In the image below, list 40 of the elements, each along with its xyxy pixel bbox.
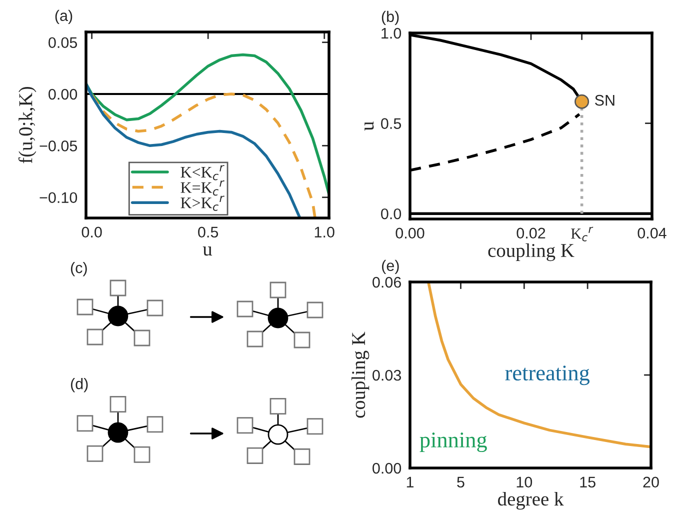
chart-title: (b) [382, 10, 399, 26]
legend-label: K<K$_{c}$$^{r}$ [180, 165, 224, 180]
annotation: SN [595, 94, 614, 106]
x-tick-label: 15 [580, 476, 596, 488]
x-tick-label: 1.0 [314, 226, 334, 238]
y-axis-title: f(u,0;k,K) [18, 86, 36, 164]
annotation: retreating [505, 366, 590, 386]
y-tick-label: 0.00 [48, 88, 78, 100]
y-tick-label: 0.06 [372, 276, 401, 288]
y-tick-label: 0.5 [381, 118, 402, 129]
x-tick-label: 0.5 [198, 226, 218, 238]
x-tick-label: 0.00 [396, 228, 424, 239]
x-tick-label: 0.02 [516, 228, 546, 239]
chart-title: (a) [55, 10, 72, 24]
chart-title: (e) [382, 260, 399, 274]
text: (d) [70, 378, 88, 392]
x-axis-title: u [202, 246, 212, 256]
x-tick-label: 10 [516, 476, 532, 488]
y-tick-label: 0.05 [48, 37, 78, 48]
legend-label: K=K$_{c}$$^{r}$ [180, 180, 224, 196]
x-tick-label: 0.04 [638, 228, 666, 239]
x-axis-title: degree k [498, 492, 564, 510]
y-tick-label: −0.05 [40, 140, 78, 152]
x-tick-label: 1 [406, 476, 414, 488]
x-tick-label: 5 [457, 476, 464, 488]
y-tick-label: 1.0 [382, 28, 402, 39]
x-tick-label: K$_{c}$$^{r}$ [571, 226, 594, 242]
annotation: pinning [420, 432, 487, 452]
text: (c) [70, 262, 87, 276]
y-tick-label: 0.03 [372, 370, 401, 381]
legend-label: K>K$_{c}$$^{r}$ [180, 196, 224, 211]
x-axis-title: coupling K [488, 243, 574, 262]
x-tick-label: 20 [643, 476, 659, 488]
line-series [86, 53, 329, 196]
y-axis-title: u [364, 121, 374, 131]
x-tick-label: 0.0 [82, 226, 102, 238]
y-tick-label: 0.00 [372, 462, 402, 474]
y-tick-label: 0.0 [381, 208, 402, 220]
y-tick-label: −0.10 [40, 192, 78, 204]
y-axis-title: coupling K [351, 332, 370, 418]
